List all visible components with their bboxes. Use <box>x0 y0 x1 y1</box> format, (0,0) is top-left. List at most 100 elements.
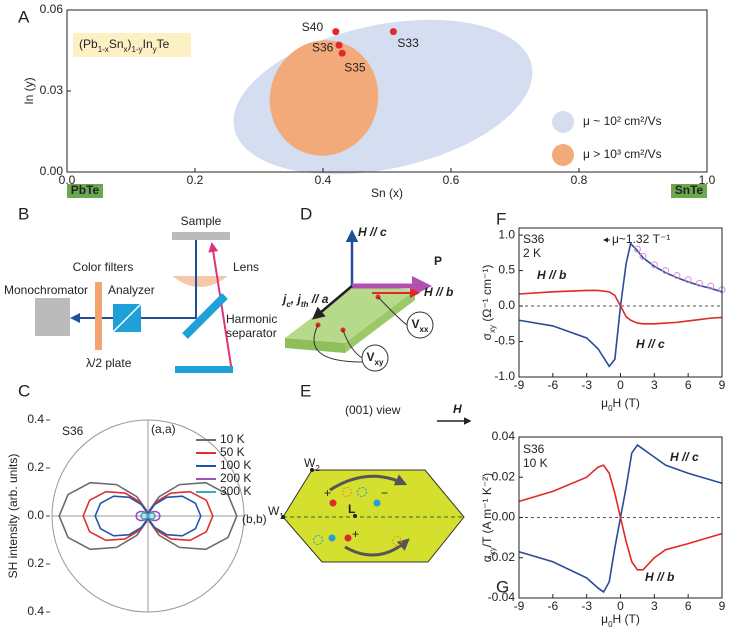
legend-swatch <box>552 111 574 133</box>
x-tick-label: 0.0 <box>59 173 76 187</box>
diagram-label: Vxx <box>412 317 429 333</box>
region <box>269 40 379 156</box>
diagram-label-part: c <box>286 300 291 309</box>
annotation-part: 1-y <box>132 45 143 54</box>
monochromator <box>35 298 70 336</box>
diagram-label-part: , j <box>290 292 302 306</box>
point-label: S36 <box>312 40 334 54</box>
lens <box>172 276 228 287</box>
axis-direction-label: (b,b) <box>242 512 267 526</box>
end-label-box <box>671 184 707 198</box>
diagram-label: Monochromator <box>4 283 88 297</box>
flow-arrow <box>329 474 408 492</box>
weyl-point <box>373 499 381 507</box>
annotation-part: Te <box>157 37 170 51</box>
diagram-label-part: W <box>304 456 316 470</box>
y-axis-label-part: (Ω⁻¹ cm⁻¹) <box>480 265 494 325</box>
diagram-label: H // b <box>424 285 453 299</box>
y-axis-label: In (y) <box>22 77 36 104</box>
x-tick-label: 1.0 <box>699 173 716 187</box>
y-tick-label: -0.02 <box>488 550 516 564</box>
end-label: SnTe <box>675 183 704 197</box>
panel-label: G <box>496 577 509 596</box>
y-tick-label: -1.0 <box>494 369 515 383</box>
annotation: 10 K <box>523 456 548 470</box>
y-axis-label-part: α <box>480 555 494 562</box>
series-label: H // c <box>636 337 665 351</box>
current-arrow <box>312 285 353 320</box>
weyl-point <box>328 534 336 542</box>
legend-label: μ > 10³ cm²/Vs <box>583 147 662 161</box>
diagram-label: Color filters <box>73 260 134 274</box>
diagram-label: Sample <box>181 214 222 228</box>
annotation: 2 K <box>523 246 541 260</box>
y-tick-label: 1.0 <box>498 227 515 241</box>
panel-label: F <box>496 209 506 228</box>
annotation-part: 1-x <box>98 45 109 54</box>
series-label: H // c <box>670 450 699 464</box>
vertex <box>310 468 314 472</box>
brillouin-zone <box>282 469 465 563</box>
polar-curve <box>58 481 238 551</box>
x-axis-label-part: H (T) <box>613 396 640 410</box>
x-tick-label: 0.8 <box>571 173 588 187</box>
x-axis-label: Sn (x) <box>371 186 403 200</box>
diagram-label: B <box>18 204 29 223</box>
diagram-label: D <box>300 204 312 223</box>
annotation-part: (Pb <box>79 37 98 51</box>
diagram-label: separator <box>226 326 277 340</box>
point-label: S33 <box>397 36 419 50</box>
marker <box>639 252 647 260</box>
x-axis-label-part: H (T) <box>613 612 640 626</box>
legend-label: 200 K <box>220 471 251 485</box>
point-label: S40 <box>302 20 324 34</box>
legend-label: μ ~ 10² cm²/Vs <box>583 114 662 128</box>
x-axis-label-part: 0 <box>608 620 613 629</box>
color-filter <box>95 282 102 350</box>
x-axis-label: μ0H (T) <box>601 612 640 628</box>
y-tick-label: 0.5 <box>498 263 515 277</box>
y-axis-label-part: xy <box>488 325 497 333</box>
y-tick-label: 0.2 <box>27 460 44 474</box>
end-label-box <box>67 184 103 198</box>
x-tick-label: 0 <box>617 378 624 392</box>
diagram-label: Analyzer <box>108 283 155 297</box>
diagram-label: + <box>324 486 331 500</box>
l-point <box>353 514 357 518</box>
annotation-part: x <box>124 45 128 54</box>
point <box>332 28 340 36</box>
annotation: μ~1.32 T⁻¹ <box>612 232 670 246</box>
diagram-label-part: j <box>281 292 287 306</box>
annotation: S36 <box>62 424 84 438</box>
y-tick-label: 0.03 <box>40 83 64 97</box>
marker <box>650 261 658 269</box>
slab-top <box>285 285 415 343</box>
wire <box>342 329 363 359</box>
diagram-label: P <box>434 254 442 268</box>
diagram-label-part: 1 <box>279 512 284 521</box>
flow-arrow <box>344 538 410 557</box>
y-tick-label: 0.04 <box>492 429 516 443</box>
annotation: S36 <box>523 442 545 456</box>
annotation-box <box>73 33 191 57</box>
marker <box>673 272 681 280</box>
diagram-label-part: th <box>301 300 309 309</box>
diagram-label-part: 2 <box>315 464 320 473</box>
weyl-point-ghost <box>357 487 367 497</box>
series-label: H // b <box>537 268 566 282</box>
weyl-point-ghost <box>342 487 352 497</box>
sample <box>172 232 230 240</box>
y-axis-label: SH intensity (arb. units) <box>6 454 20 579</box>
y-axis-label: σxy (Ω⁻¹ cm⁻¹) <box>480 265 496 341</box>
marker <box>633 245 641 253</box>
marker <box>662 267 670 275</box>
diagram-label-part: xy <box>375 358 384 367</box>
optics-diagram <box>35 232 233 373</box>
diagram-label-part: W <box>268 504 280 518</box>
x-tick-label: 6 <box>685 378 692 392</box>
weyl-point-ghost <box>313 535 323 545</box>
polar-curve <box>82 490 214 542</box>
y-axis-label-part: σ <box>480 332 494 340</box>
region <box>233 19 533 175</box>
